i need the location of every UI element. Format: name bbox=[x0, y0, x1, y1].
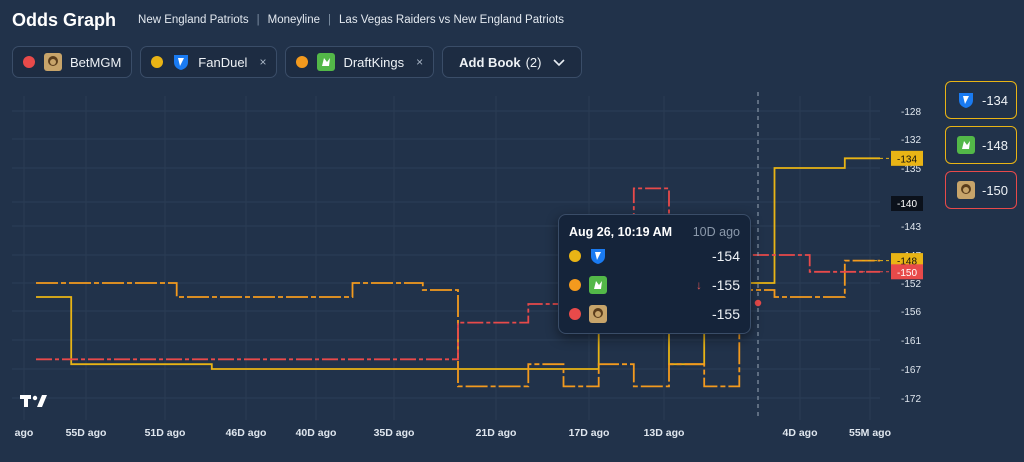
draftkings-crown-icon bbox=[589, 275, 607, 294]
close-icon[interactable]: × bbox=[259, 55, 267, 69]
series-line-fanduel bbox=[36, 157, 880, 370]
fanduel-color-dot bbox=[151, 56, 164, 68]
x-tick-label: 55D ago bbox=[66, 427, 107, 439]
x-axis: ago 55D ago 51D ago 46D ago 40D ago 35D ago 21… bbox=[15, 427, 891, 439]
breadcrumb-separator: | bbox=[256, 14, 260, 26]
y-tick-label: -128 bbox=[901, 107, 921, 118]
breadcrumb: New England Patriots | Moneyline | Las V… bbox=[138, 14, 564, 26]
book-chip-fanduel[interactable]: FanDuel × bbox=[140, 46, 278, 78]
x-tick-label: 35D ago bbox=[374, 427, 415, 439]
chart-series bbox=[36, 157, 880, 388]
fanduel-color-dot bbox=[569, 249, 581, 262]
current-odds-betmgm[interactable]: -150 bbox=[945, 171, 1017, 209]
book-name: DraftKings bbox=[343, 54, 405, 70]
crosshair-value: -140 bbox=[897, 199, 917, 210]
y-tick-label: -161 bbox=[901, 336, 921, 347]
crosshair-value-tag bbox=[891, 196, 923, 211]
close-icon[interactable]: × bbox=[416, 55, 424, 69]
y-tick-label: -172 bbox=[901, 394, 921, 405]
book-selector: BetMGM FanDuel × DraftKings × Add Book (… bbox=[12, 46, 583, 78]
x-tick-label: 4D ago bbox=[782, 427, 817, 439]
current-odds-draftkings[interactable]: -148 bbox=[945, 126, 1017, 164]
chart-overlay: -140 -134 -148-150 bbox=[753, 92, 923, 420]
y-tick-label: -143 bbox=[901, 222, 921, 233]
y-tick-label: -152 bbox=[901, 279, 921, 290]
x-tick-label: ago bbox=[15, 427, 34, 439]
draftkings-crown-icon bbox=[957, 136, 975, 154]
y-tick-label: -167 bbox=[901, 365, 921, 376]
y-tick-label: -156 bbox=[901, 307, 921, 318]
chart-tooltip: Aug 26, 10:19 AM 10D ago -154 ↓ -155 -15… bbox=[558, 214, 751, 334]
betmgm-color-dot bbox=[23, 56, 35, 68]
current-value-tag bbox=[891, 150, 923, 166]
current-value-tag-label: -150 bbox=[897, 268, 917, 279]
fanduel-shield-icon bbox=[172, 53, 190, 71]
fanduel-shield-icon bbox=[957, 91, 975, 109]
breadcrumb-separator: | bbox=[328, 14, 332, 26]
chart-grid bbox=[12, 96, 880, 420]
breadcrumb-game[interactable]: Las Vegas Raiders vs New England Patriot… bbox=[339, 14, 565, 26]
tooltip-value: -154 bbox=[711, 247, 740, 264]
tooltip-row-draftkings: ↓ -155 bbox=[569, 270, 740, 299]
current-value-tag-label: -134 bbox=[897, 154, 917, 165]
add-book-count: (2) bbox=[525, 54, 542, 70]
series-line-betmgm bbox=[36, 187, 880, 361]
x-tick-label: 17D ago bbox=[569, 427, 610, 439]
book-name: FanDuel bbox=[198, 54, 248, 70]
tooltip-row-fanduel: -154 bbox=[569, 241, 740, 270]
breadcrumb-team[interactable]: New England Patriots bbox=[138, 14, 249, 26]
betmgm-lion-icon bbox=[589, 304, 607, 323]
current-odds-fanduel[interactable]: -134 bbox=[945, 81, 1017, 119]
down-arrow-icon: ↓ bbox=[695, 277, 702, 292]
crosshair-point bbox=[753, 298, 763, 308]
book-chip-draftkings[interactable]: DraftKings × bbox=[285, 46, 435, 78]
x-tick-label: 55M ago bbox=[849, 427, 891, 439]
book-chip-betmgm[interactable]: BetMGM bbox=[12, 46, 133, 78]
tooltip-value: -155 bbox=[711, 305, 740, 322]
fanduel-shield-icon bbox=[589, 247, 607, 265]
current-value-tag bbox=[891, 264, 923, 280]
book-name: BetMGM bbox=[70, 54, 122, 70]
add-book-button[interactable]: Add Book (2) bbox=[442, 46, 583, 78]
betmgm-lion-icon bbox=[957, 181, 975, 199]
current-odds-value: -134 bbox=[982, 92, 1009, 108]
tradingview-logo bbox=[20, 393, 48, 414]
x-tick-label: 13D ago bbox=[644, 427, 685, 439]
chevron-down-icon bbox=[553, 55, 566, 70]
betmgm-lion-icon bbox=[44, 53, 62, 71]
tooltip-ago: 10D ago bbox=[692, 225, 740, 239]
x-tick-label: 21D ago bbox=[476, 427, 517, 439]
current-odds-value: -148 bbox=[982, 137, 1009, 153]
page-title: Odds Graph bbox=[12, 9, 117, 30]
draftkings-color-dot bbox=[296, 56, 309, 68]
tooltip-date: Aug 26, 10:19 AM bbox=[569, 225, 673, 239]
x-tick-label: 40D ago bbox=[296, 427, 337, 439]
tooltip-row-betmgm: -155 bbox=[569, 299, 740, 328]
x-tick-label: 46D ago bbox=[226, 427, 267, 439]
current-odds-value: -150 bbox=[982, 182, 1009, 198]
add-book-label: Add Book bbox=[459, 54, 521, 70]
y-tick-label: -135 bbox=[901, 164, 921, 175]
y-tick-label: -132 bbox=[901, 135, 921, 146]
current-value-tag-label: -148 bbox=[897, 257, 917, 268]
betmgm-color-dot bbox=[569, 307, 581, 320]
tradingview-logo-icon bbox=[20, 395, 47, 407]
tooltip-value: -155 bbox=[711, 276, 740, 293]
x-tick-label: 51D ago bbox=[145, 427, 186, 439]
breadcrumb-market[interactable]: Moneyline bbox=[267, 14, 321, 26]
draftkings-crown-icon bbox=[317, 53, 336, 71]
header: Odds Graph New England Patriots | Moneyl… bbox=[12, 8, 564, 32]
draftkings-color-dot bbox=[569, 278, 581, 291]
